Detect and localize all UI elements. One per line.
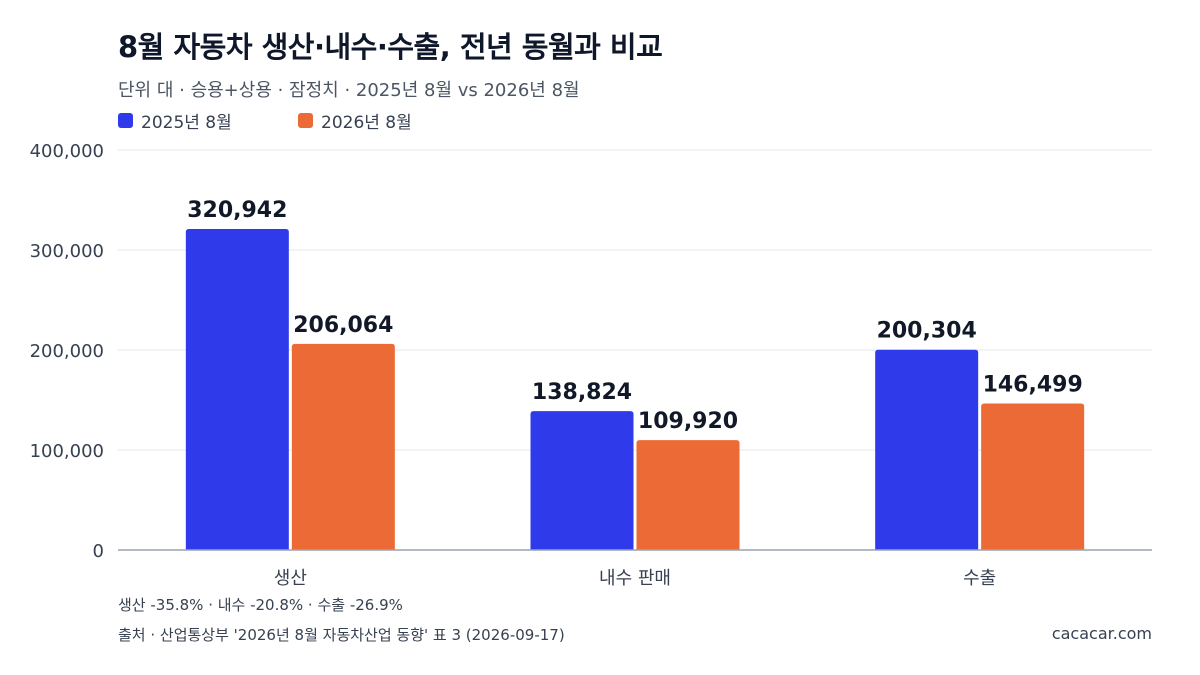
legend-label-2026: 2026년 8월 (321, 113, 412, 133)
grid-lines (118, 149, 1152, 451)
legend-swatch-2025 (118, 113, 133, 128)
x-axis-ticks: 생산 내수 판매 수출 (274, 568, 996, 589)
legend-item-2025: 2025년 8월 (118, 108, 232, 133)
x-tick-label: 생산 (274, 568, 307, 589)
bar (981, 403, 1085, 550)
legend-label-2025: 2025년 8월 (141, 113, 232, 133)
bar (185, 229, 289, 551)
x-tick-label: 수출 (963, 568, 996, 589)
y-axis-ticks: 0 100,000 200,000 300,000 400,000 (30, 141, 104, 562)
chart-subtitle: 단위 대 · 승용+상용 · 잠정치 · 2025년 8월 vs 2026년 8… (118, 80, 580, 101)
bar (875, 349, 979, 550)
bar (636, 440, 740, 550)
y-tick-label: 300,000 (30, 241, 104, 262)
data-label: 200,304 (877, 319, 977, 344)
data-label: 146,499 (983, 373, 1083, 398)
y-tick-label: 0 (93, 541, 104, 562)
y-tick-label: 200,000 (30, 341, 104, 362)
data-label: 206,064 (293, 313, 393, 338)
source-note: 출처 · 산업통상부 '2026년 8월 자동차산업 동향' 표 3 (2026… (118, 626, 565, 644)
bar (291, 343, 395, 550)
legend-swatch-2026 (298, 113, 313, 128)
bars (185, 229, 1085, 551)
y-tick-label: 100,000 (30, 441, 104, 462)
x-tick-label: 내수 판매 (599, 568, 671, 589)
chart-title: 8월 자동차 생산·내수·수출, 전년 동월과 비교 (118, 30, 663, 64)
brand-link[interactable]: cacacar.com (1051, 624, 1152, 643)
y-tick-label: 400,000 (30, 141, 104, 162)
legend-item-2026: 2026년 8월 (298, 108, 412, 133)
bar (530, 411, 634, 550)
data-label: 138,824 (532, 380, 632, 405)
change-note: 생산 -35.8% · 내수 -20.8% · 수출 -26.9% (118, 596, 403, 614)
data-label: 320,942 (187, 198, 287, 223)
data-label: 109,920 (638, 409, 738, 434)
